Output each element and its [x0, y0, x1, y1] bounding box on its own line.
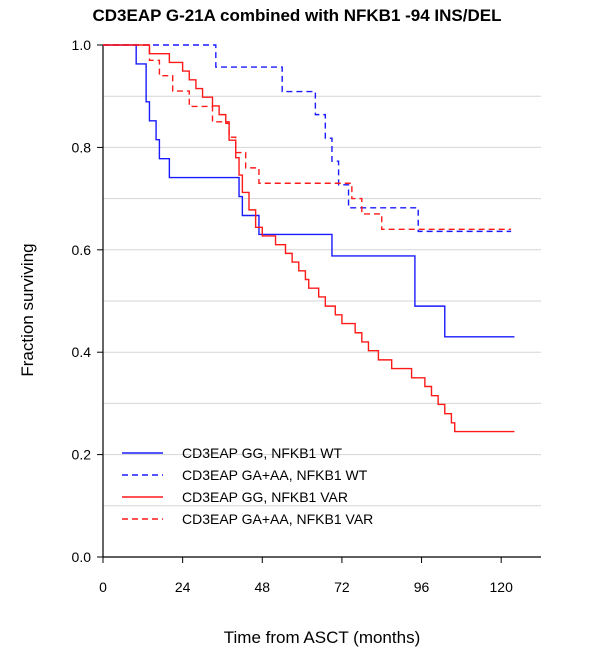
- x-tick-label: 0: [99, 579, 107, 595]
- x-tick-label: 24: [175, 579, 191, 595]
- y-tick-label: 0.8: [72, 139, 92, 155]
- series-line-4: [103, 44, 512, 231]
- x-axis-label: Time from ASCT (months): [223, 628, 421, 647]
- x-tick-label: 72: [334, 579, 350, 595]
- y-tick-label: 1.0: [72, 37, 92, 53]
- y-tick-label: 0.2: [72, 447, 92, 463]
- series-line-1: [103, 44, 515, 338]
- chart-title: CD3EAP G-21A combined with NFKB1 -94 INS…: [92, 6, 502, 25]
- series-line-2: [103, 44, 512, 233]
- x-tick-label: 120: [490, 579, 514, 595]
- y-tick-label: 0.6: [72, 242, 92, 258]
- legend-label-1: CD3EAP GG, NFKB1 WT: [182, 445, 342, 461]
- legend-label-3: CD3EAP GG, NFKB1 VAR: [182, 489, 348, 505]
- y-tick-label: 0.4: [72, 344, 92, 360]
- legend-label-4: CD3EAP GA+AA, NFKB1 VAR: [182, 511, 373, 527]
- y-tick-label: 0.0: [72, 549, 92, 565]
- series-line-3: [103, 44, 515, 433]
- x-tick-label: 96: [414, 579, 430, 595]
- legend-label-2: CD3EAP GA+AA, NFKB1 WT: [182, 467, 368, 483]
- x-tick-label: 48: [254, 579, 270, 595]
